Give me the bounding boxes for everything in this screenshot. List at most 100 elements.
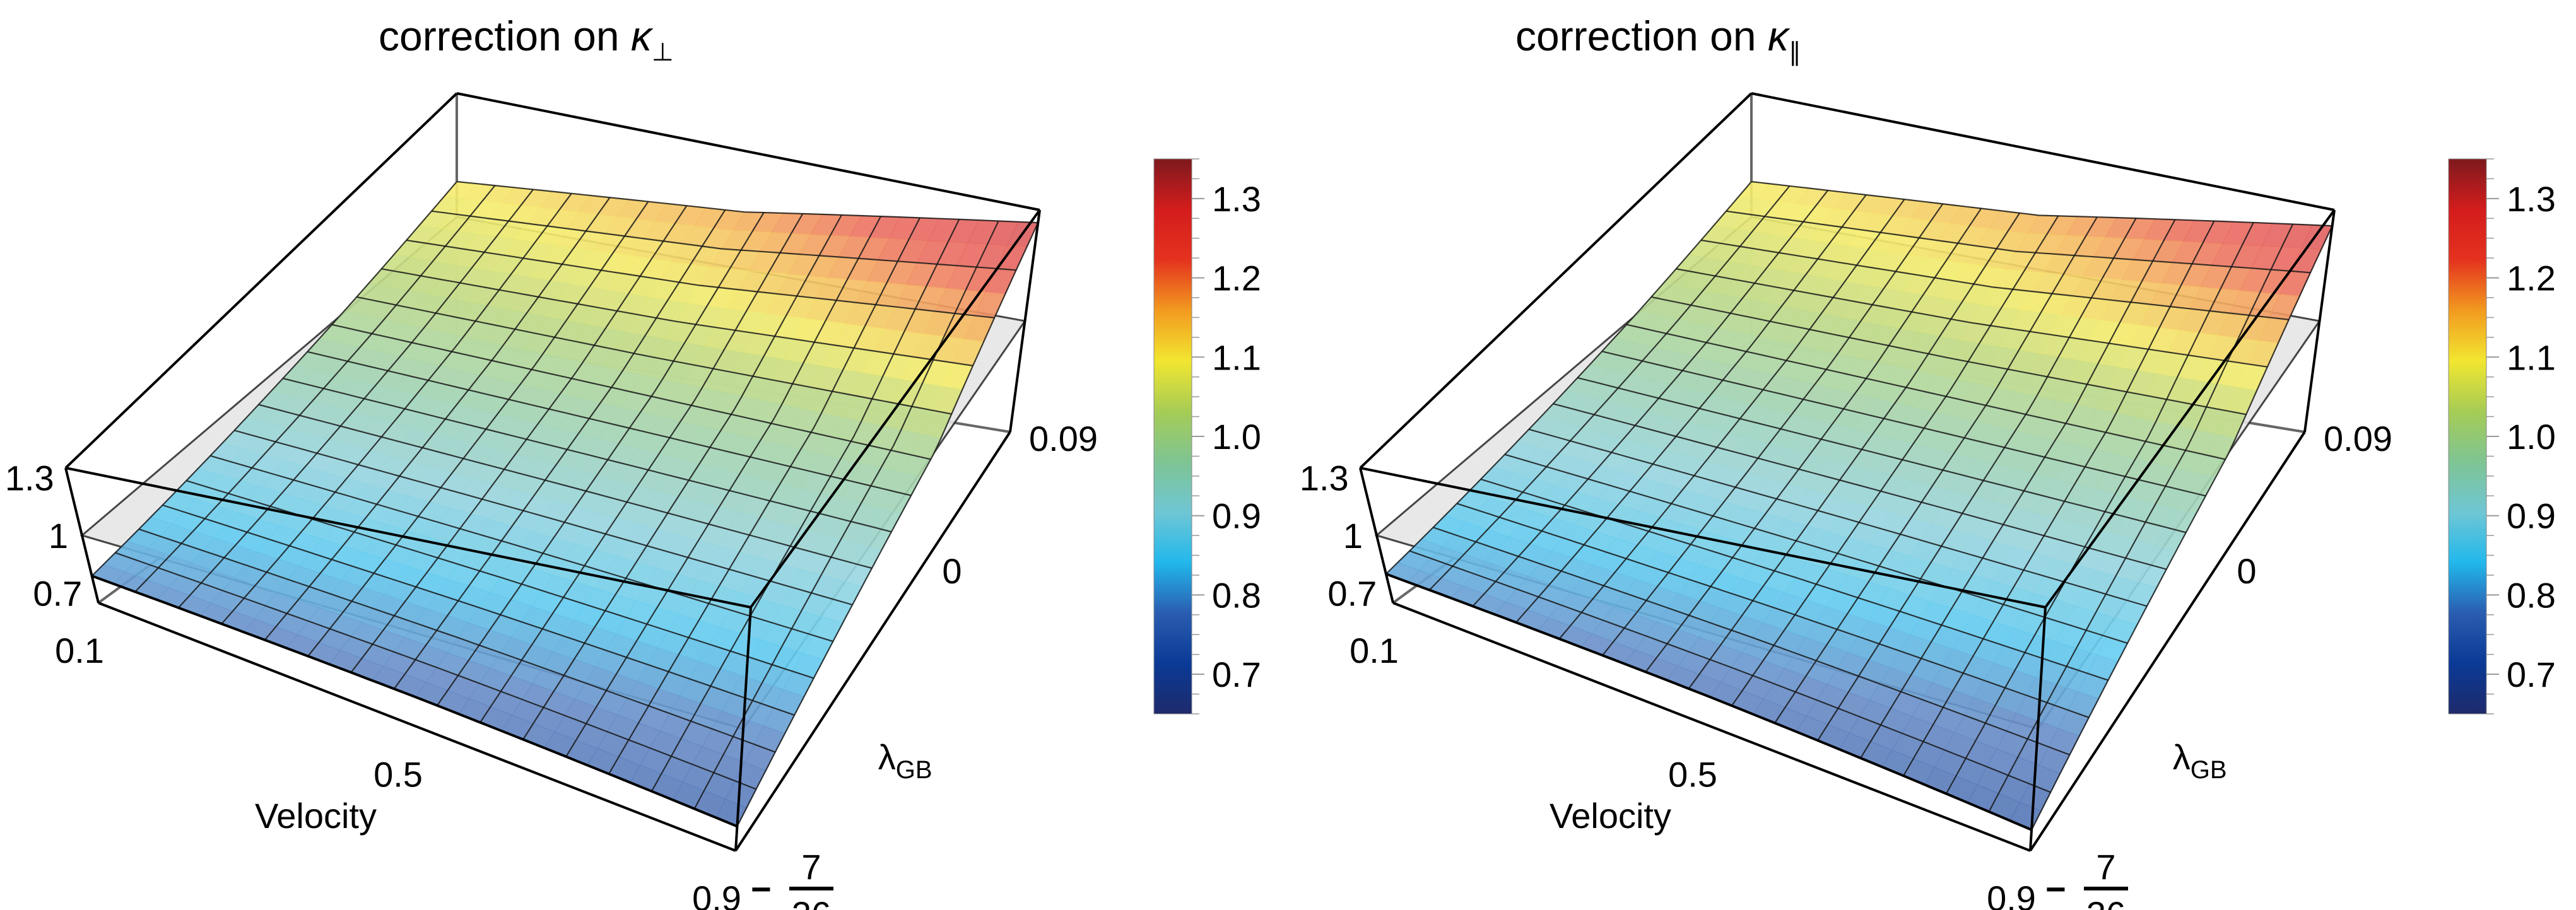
- mesh-line-lambda: [456, 180, 1038, 224]
- title-symbol: κ: [631, 13, 654, 59]
- y-label-symbol: λ: [878, 737, 896, 777]
- mesh-line-velocity: [1602, 203, 1944, 656]
- y-label-subscript: GB: [896, 756, 932, 784]
- chart-title: correction on κ∥: [1515, 13, 1801, 66]
- box-edge: [1359, 92, 1753, 469]
- box-edge: [1009, 209, 1041, 433]
- mesh-line-velocity: [1945, 222, 2254, 795]
- mesh-line-lambda: [381, 268, 973, 366]
- mesh-line-velocity: [650, 219, 960, 792]
- x-tick-label: 0.5: [373, 755, 423, 795]
- x-axis-label: Velocity: [1550, 796, 1671, 836]
- surface-edge: [91, 575, 738, 828]
- mesh-line-velocity: [221, 193, 572, 624]
- colorbar-tick-label: 0.8: [2507, 575, 2556, 615]
- x-tick-label: 0.1: [55, 631, 104, 670]
- box-edge: [98, 602, 736, 852]
- mesh-line-velocity: [479, 213, 804, 723]
- mesh-line-lambda: [1626, 324, 2226, 460]
- mesh-line-lambda: [431, 210, 1016, 271]
- title-subscript: ⊥: [652, 38, 674, 66]
- mesh-line-lambda: [1529, 428, 2148, 607]
- z-tick-label: 0.7: [1327, 574, 1377, 614]
- mesh-line-velocity: [608, 217, 920, 774]
- mesh-line-lambda: [307, 351, 912, 496]
- y-label-subscript: GB: [2191, 756, 2227, 784]
- y-tick-label-min: −7 36: [2045, 847, 2128, 910]
- mesh-line-velocity: [565, 216, 881, 757]
- z-tick-label: 0.7: [33, 574, 82, 614]
- title-prefix: correction on: [379, 13, 631, 59]
- box-edge: [2044, 209, 2336, 609]
- colorbar-bar: [2448, 158, 2487, 715]
- mesh-line-velocity: [1515, 194, 1867, 623]
- mesh-line-lambda: [1726, 210, 2311, 274]
- mesh-line-lambda: [234, 429, 853, 606]
- y-tick-label: 0.09: [2324, 419, 2392, 458]
- colorbar-tick-label: 1.2: [1212, 259, 1261, 298]
- box-edge: [1751, 92, 2335, 211]
- y-tick-label: 0: [2237, 551, 2256, 591]
- chart-title: correction on κ⊥: [379, 13, 674, 66]
- z-tick-label: 1.3: [1300, 458, 1349, 498]
- mesh-line-velocity: [1558, 199, 1905, 639]
- mesh-line-lambda: [162, 504, 795, 716]
- y-axis-label: λGB: [878, 737, 932, 784]
- mesh-line-velocity: [1428, 185, 1791, 591]
- mesh-line-velocity: [264, 197, 611, 641]
- title-symbol: κ: [1768, 13, 1791, 59]
- box-edge: [750, 209, 1041, 609]
- mesh-line-velocity: [1817, 218, 2137, 741]
- fraction-denominator: 36: [2086, 894, 2126, 910]
- mesh-line-velocity: [307, 201, 649, 657]
- mesh-line-lambda: [115, 552, 756, 790]
- mesh-line-velocity: [393, 209, 726, 689]
- minus-sign: −: [2045, 869, 2066, 909]
- box-edge: [64, 92, 458, 469]
- y-tick-label: 0.09: [1029, 419, 1098, 458]
- mesh-line-lambda: [1601, 351, 2206, 497]
- mesh-line-lambda: [1456, 503, 2090, 718]
- box-edge: [65, 467, 751, 609]
- mesh-line-lambda: [138, 528, 776, 753]
- x-tick-label: 0.9: [1987, 878, 2036, 910]
- colorbar-bar: [1153, 158, 1192, 715]
- colorbar-tick-label: 1.1: [1212, 337, 1261, 377]
- colorbar-tick-label: 0.7: [1212, 655, 1261, 694]
- mesh-line-velocity: [177, 189, 534, 609]
- mesh-line-lambda: [1577, 377, 2187, 534]
- mesh-line-velocity: [1774, 216, 2098, 724]
- colorbar-tick-label: 1.0: [2507, 417, 2556, 457]
- mesh-line-lambda: [331, 324, 931, 460]
- box-edge: [456, 92, 1040, 211]
- mesh-line-lambda: [1480, 478, 2108, 681]
- mesh-line-velocity: [1385, 181, 1752, 575]
- fraction-denominator: 36: [792, 894, 831, 910]
- mesh-line-lambda: [1676, 268, 2268, 368]
- colorbar-tick-label: 1.3: [1212, 179, 1261, 219]
- surface: [91, 181, 1039, 827]
- mesh-line-lambda: [1433, 527, 2070, 755]
- title-prefix: correction on: [1515, 13, 1768, 59]
- mesh-line-lambda: [1504, 453, 2128, 644]
- mesh-line-lambda: [1651, 296, 2247, 416]
- box-edge: [734, 607, 752, 851]
- colorbar: 0.7 0.8 0.9 1.0 1.1 1.2 1.3: [1153, 158, 1261, 715]
- mesh-line-lambda: [1409, 550, 2051, 793]
- surface: [1385, 181, 2333, 831]
- mesh-line-velocity: [1860, 219, 2176, 759]
- mesh-line-lambda: [406, 239, 995, 318]
- x-tick-label: 0.5: [1668, 755, 1717, 795]
- box-edge: [734, 431, 1011, 852]
- box-edge: [1360, 467, 2046, 609]
- title-subscript: ∥: [1789, 38, 1801, 66]
- z-tick-label: 1: [1343, 516, 1363, 556]
- colorbar-tick-label: 1.1: [2507, 337, 2556, 377]
- mesh-line-velocity: [1645, 207, 1982, 673]
- y-axis-label: λGB: [2173, 737, 2227, 784]
- box-edge: [1359, 467, 1394, 604]
- colorbar-tick-label: 1.2: [2507, 259, 2556, 298]
- mesh-line-velocity: [436, 212, 765, 706]
- y-label-symbol: λ: [2173, 737, 2191, 777]
